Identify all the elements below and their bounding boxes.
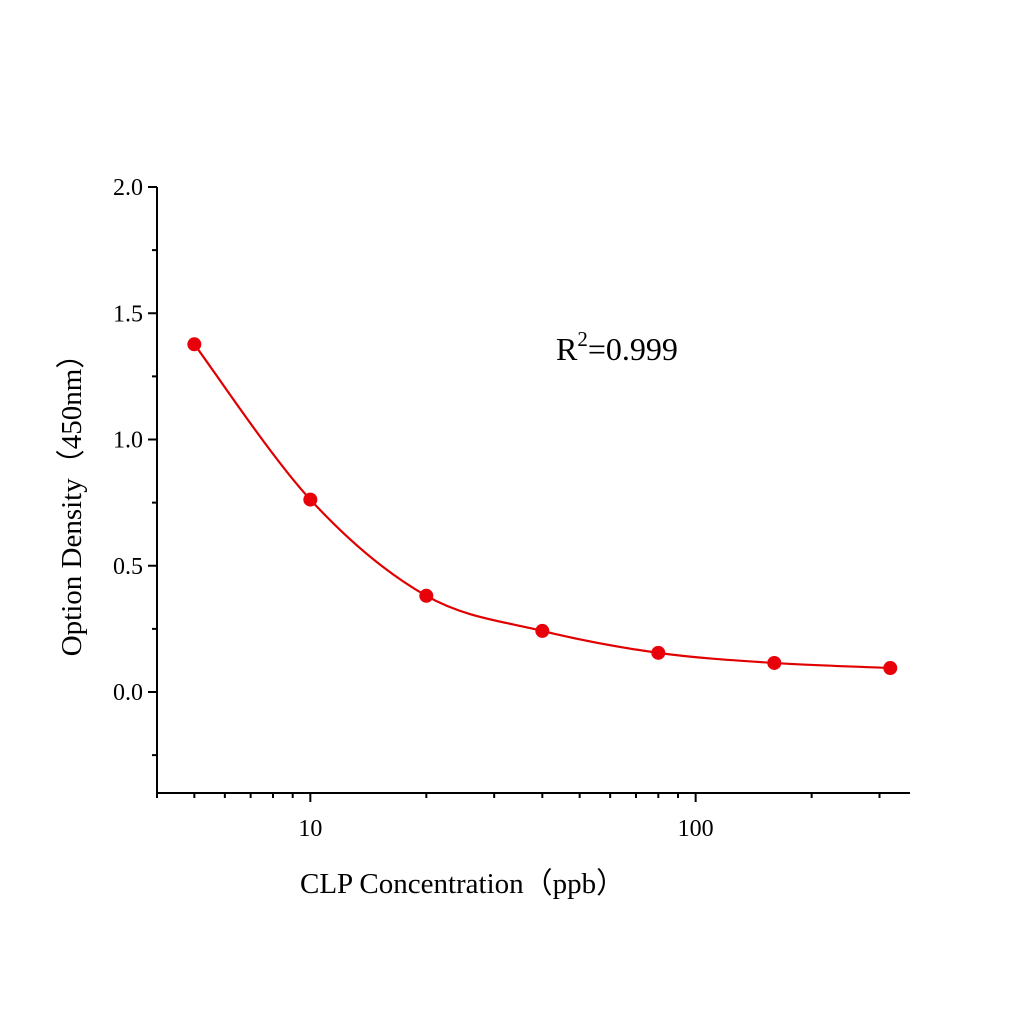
r-squared-annotation: R2=0.999 [556, 327, 678, 367]
ticks [148, 186, 881, 802]
data-points [187, 337, 898, 676]
data-point [419, 588, 434, 603]
data-point [767, 655, 782, 670]
data-point [535, 623, 550, 638]
y-tick-label: 1.0 [113, 428, 143, 454]
y-tick-label: 0.0 [113, 680, 143, 706]
axes [156, 187, 910, 794]
x-tick-label: 100 [678, 816, 714, 842]
fit-curve [193, 343, 891, 670]
tick-labels: 0.0 0.5 1.0 1.5 2.0 10 100 [113, 175, 714, 842]
y-axis-title: Option Density（450nm） [56, 340, 88, 657]
data-point [187, 337, 202, 352]
y-tick-label: 0.5 [113, 554, 143, 580]
x-tick-label: 10 [298, 816, 322, 842]
data-point [883, 661, 898, 676]
data-point [651, 645, 666, 660]
data-point [303, 492, 318, 507]
y-tick-label: 2.0 [113, 175, 143, 201]
y-tick-label: 1.5 [113, 301, 143, 327]
x-axis-title: CLP Concentration（ppb） [300, 868, 625, 900]
